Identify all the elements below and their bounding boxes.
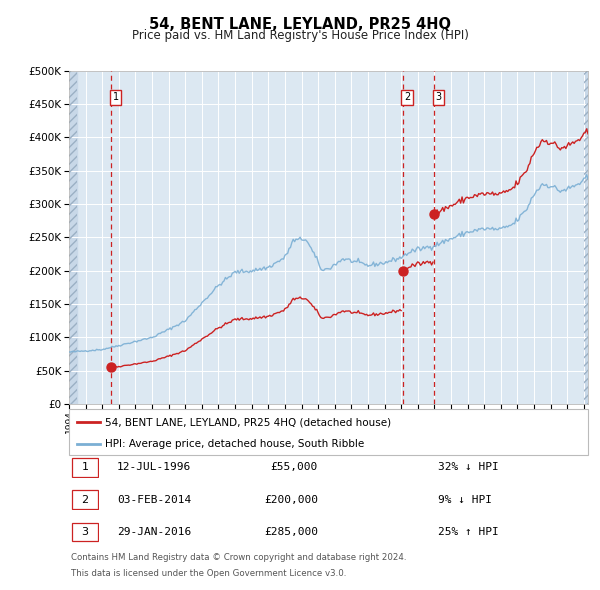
Text: 2: 2 [82, 495, 88, 504]
Bar [584, 71, 588, 404]
Text: £200,000: £200,000 [264, 495, 318, 504]
Text: 3: 3 [436, 93, 442, 103]
Text: 54, BENT LANE, LEYLAND, PR25 4HQ: 54, BENT LANE, LEYLAND, PR25 4HQ [149, 17, 451, 31]
Text: 9% ↓ HPI: 9% ↓ HPI [438, 495, 492, 504]
Text: 1: 1 [82, 463, 88, 472]
FancyBboxPatch shape [72, 490, 98, 509]
Bar [584, 71, 588, 404]
Text: £285,000: £285,000 [264, 527, 318, 537]
Text: This data is licensed under the Open Government Licence v3.0.: This data is licensed under the Open Gov… [71, 569, 346, 578]
Text: HPI: Average price, detached house, South Ribble: HPI: Average price, detached house, Sout… [106, 439, 365, 449]
Text: 32% ↓ HPI: 32% ↓ HPI [438, 463, 499, 472]
Text: 1: 1 [113, 93, 119, 103]
Text: Contains HM Land Registry data © Crown copyright and database right 2024.: Contains HM Land Registry data © Crown c… [71, 553, 406, 562]
Text: 25% ↑ HPI: 25% ↑ HPI [438, 527, 499, 537]
FancyBboxPatch shape [69, 409, 588, 455]
Text: 12-JUL-1996: 12-JUL-1996 [117, 463, 191, 472]
Text: Price paid vs. HM Land Registry's House Price Index (HPI): Price paid vs. HM Land Registry's House … [131, 30, 469, 42]
Bar [69, 71, 77, 404]
Text: 3: 3 [82, 527, 88, 537]
Text: £55,000: £55,000 [271, 463, 318, 472]
Text: 29-JAN-2016: 29-JAN-2016 [117, 527, 191, 537]
Text: 54, BENT LANE, LEYLAND, PR25 4HQ (detached house): 54, BENT LANE, LEYLAND, PR25 4HQ (detach… [106, 417, 391, 427]
FancyBboxPatch shape [72, 523, 98, 542]
FancyBboxPatch shape [72, 458, 98, 477]
Bar [69, 71, 77, 404]
Text: 2: 2 [404, 93, 410, 103]
Text: 03-FEB-2014: 03-FEB-2014 [117, 495, 191, 504]
